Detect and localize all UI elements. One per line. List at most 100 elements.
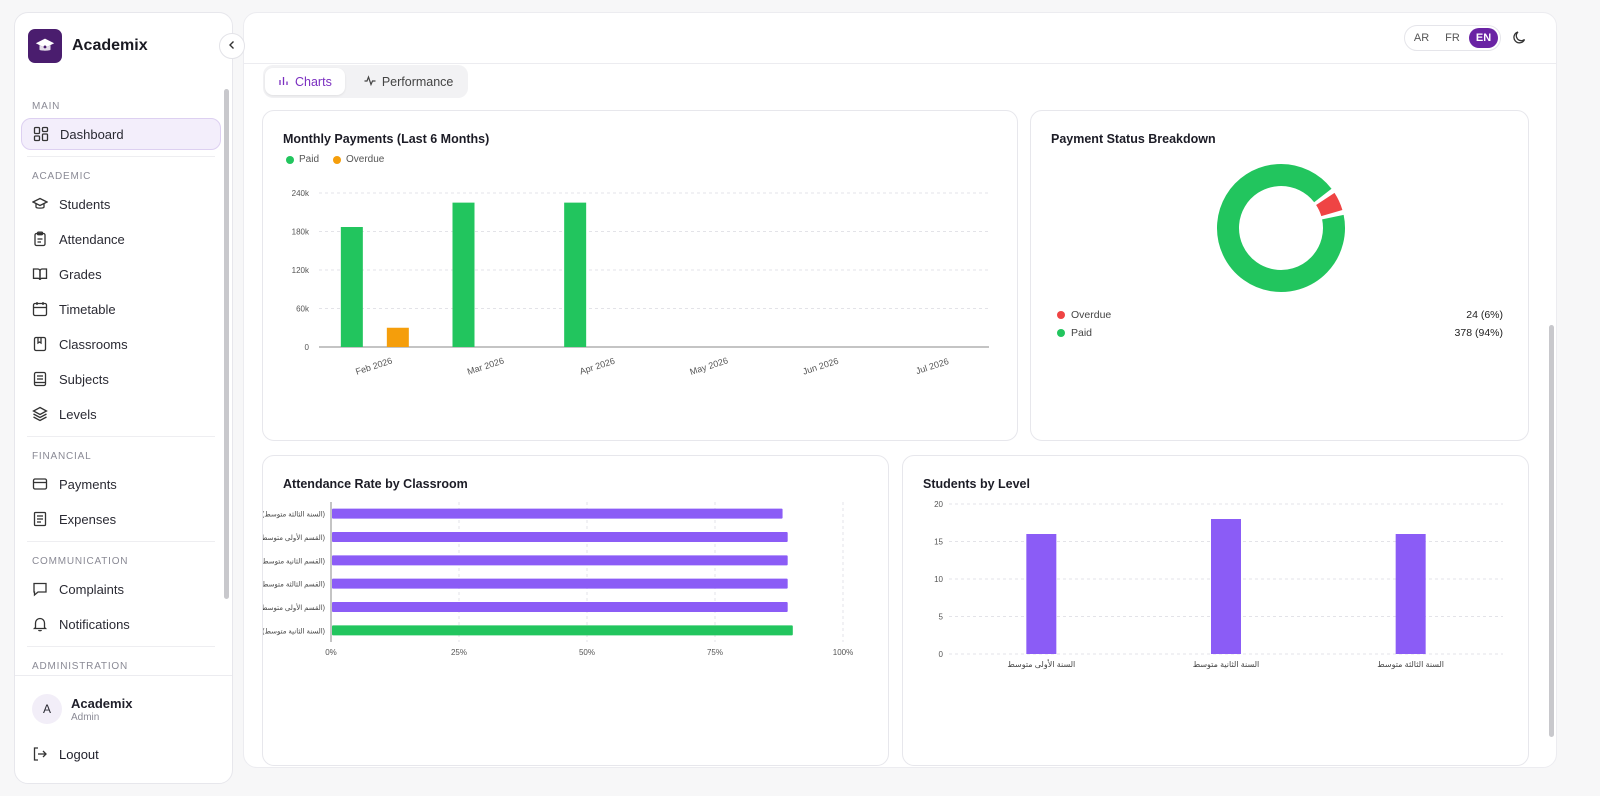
x-tick-label: 50% <box>579 648 595 657</box>
x-tick-label: 25% <box>451 648 467 657</box>
tab-label: Performance <box>381 74 454 89</box>
section-title-main: MAIN <box>32 101 61 112</box>
user-profile[interactable]: A Academix Admin Logout <box>15 675 232 783</box>
tab-charts[interactable]: Charts <box>265 68 345 95</box>
y-tick-label: (القسم الأولى متوسط) <box>263 603 325 612</box>
chart-legend: Paid Overdue <box>286 154 384 165</box>
logout-button[interactable]: Logout <box>32 746 99 762</box>
legend-item-paid: Paid <box>286 154 319 165</box>
sidebar-item-classrooms[interactable]: Classrooms <box>21 328 221 360</box>
collapse-sidebar-button[interactable] <box>219 33 245 59</box>
sidebar-item-complaints[interactable]: Complaints <box>21 573 221 605</box>
students-by-level-chart: 0 5 10 15 20 السنة الأولى متوسط السنة الثانية … <box>934 500 1503 669</box>
x-tick-label: Jun 2026 <box>801 356 839 377</box>
theme-toggle-button[interactable] <box>1512 29 1530 47</box>
divider <box>27 646 215 647</box>
graduation-cap-icon <box>32 196 48 212</box>
sidebar-item-label: Expenses <box>59 511 117 527</box>
attendance-rate-card: Attendance Rate by Classroom 0% 25% 50% 75%… <box>262 455 889 766</box>
monthly-payments-chart: 0 60k 120k 180k 240k Feb 2026 Mar 2026 Apr 2026… <box>292 189 989 377</box>
legend-dot <box>1057 311 1065 319</box>
sidebar-item-label: Grades <box>59 266 102 282</box>
x-tick-label: Jul 2026 <box>915 356 950 376</box>
activity-icon <box>364 74 376 89</box>
tab-performance[interactable]: Performance <box>351 68 467 95</box>
sidebar-item-label: Dashboard <box>60 126 124 142</box>
sidebar-item-expenses[interactable]: Expenses <box>21 503 221 535</box>
dashboard-icon <box>33 126 49 142</box>
x-tick-label: السنة الثانية متوسط <box>1193 660 1260 669</box>
card-title: Monthly Payments (Last 6 Months) <box>283 132 490 146</box>
sidebar-item-label: Payments <box>59 476 117 492</box>
x-tick-label: Apr 2026 <box>578 356 616 377</box>
donut-slice-paid <box>1217 164 1345 292</box>
sidebar-item-students[interactable]: Students <box>21 188 221 220</box>
x-tick-label: السنة الأولى متوسط <box>1007 659 1075 669</box>
attendance-bar <box>332 532 788 542</box>
card-title: Attendance Rate by Classroom <box>283 477 468 491</box>
sidebar-item-dashboard[interactable]: Dashboard <box>21 118 221 150</box>
calendar-icon <box>32 301 48 317</box>
sidebar-item-label: Classrooms <box>59 336 128 352</box>
attendance-rate-chart: 0% 25% 50% 75% 100% (السنة الثالثة متوسط) (الق… <box>263 502 853 657</box>
main-scrollbar[interactable] <box>1549 325 1554 737</box>
sidebar-item-payments[interactable]: Payments <box>21 468 221 500</box>
sidebar-item-attendance[interactable]: Attendance <box>21 223 221 255</box>
layers-icon <box>32 406 48 422</box>
y-tick-label: (القسم الثانية متوسط) <box>263 558 325 565</box>
sidebar-item-notifications[interactable]: Notifications <box>21 608 221 640</box>
x-tick-label: May 2026 <box>689 355 730 377</box>
x-tick-label: Feb 2026 <box>354 356 393 377</box>
x-tick-label: 0% <box>325 648 337 657</box>
y-tick-label: 180k <box>292 228 310 237</box>
sidebar-item-timetable[interactable]: Timetable <box>21 293 221 325</box>
legend-dot <box>333 155 342 164</box>
x-tick-label: 100% <box>833 648 853 657</box>
bar-chart-icon <box>278 75 289 89</box>
sidebar-item-label: Notifications <box>59 616 130 632</box>
bar-paid <box>564 202 587 347</box>
status-label: Overdue <box>1071 309 1112 321</box>
sidebar-item-grades[interactable]: Grades <box>21 258 221 290</box>
legend-label: Overdue <box>346 154 385 165</box>
status-row-overdue: Overdue 24 (6%) <box>1057 309 1503 321</box>
section-title-financial: FINANCIAL <box>32 451 92 462</box>
main-content: AR FR EN Charts Performance Monthly Paym… <box>243 12 1557 768</box>
legend-item-overdue: Overdue <box>333 154 384 165</box>
x-tick-label: Mar 2026 <box>466 356 505 377</box>
y-tick-label: 120k <box>292 266 310 275</box>
chevron-left-icon <box>227 37 237 55</box>
y-tick-label: 0 <box>305 343 310 352</box>
lang-en-button[interactable]: EN <box>1469 28 1498 48</box>
sidebar-nav: MAIN Dashboard ACADEMIC Students Attenda… <box>21 93 221 687</box>
y-tick-label: 60k <box>296 305 310 314</box>
divider <box>27 541 215 542</box>
monthly-payments-card: Monthly Payments (Last 6 Months) Paid Ov… <box>262 110 1018 441</box>
sidebar-scrollbar[interactable] <box>224 89 229 599</box>
logout-icon <box>32 746 48 762</box>
lang-ar-button[interactable]: AR <box>1413 32 1430 44</box>
top-bar: AR FR EN <box>244 13 1556 64</box>
credit-card-icon <box>32 476 48 492</box>
attendance-bar <box>332 625 793 636</box>
bar-paid <box>340 227 363 347</box>
lang-fr-button[interactable]: FR <box>1445 32 1460 44</box>
sidebar-item-subjects[interactable]: Subjects <box>21 363 221 395</box>
attendance-bar <box>332 508 783 519</box>
brand[interactable]: Academix <box>28 29 148 63</box>
bar-overdue <box>386 327 409 347</box>
y-tick-label: 0 <box>939 650 944 659</box>
book-open-icon <box>32 266 48 282</box>
notebook-icon <box>32 371 48 387</box>
sidebar-item-levels[interactable]: Levels <box>21 398 221 430</box>
moon-icon <box>1512 31 1528 49</box>
y-tick-label: 20 <box>934 500 943 509</box>
card-title: Students by Level <box>923 477 1030 491</box>
message-icon <box>32 581 48 597</box>
y-tick-label: (السنة الثالثة متوسط) <box>263 512 325 519</box>
level-bar <box>1026 534 1057 654</box>
divider <box>27 156 215 157</box>
level-bar <box>1211 519 1241 654</box>
card-title: Payment Status Breakdown <box>1051 132 1216 146</box>
user-name: Academix <box>71 696 133 711</box>
